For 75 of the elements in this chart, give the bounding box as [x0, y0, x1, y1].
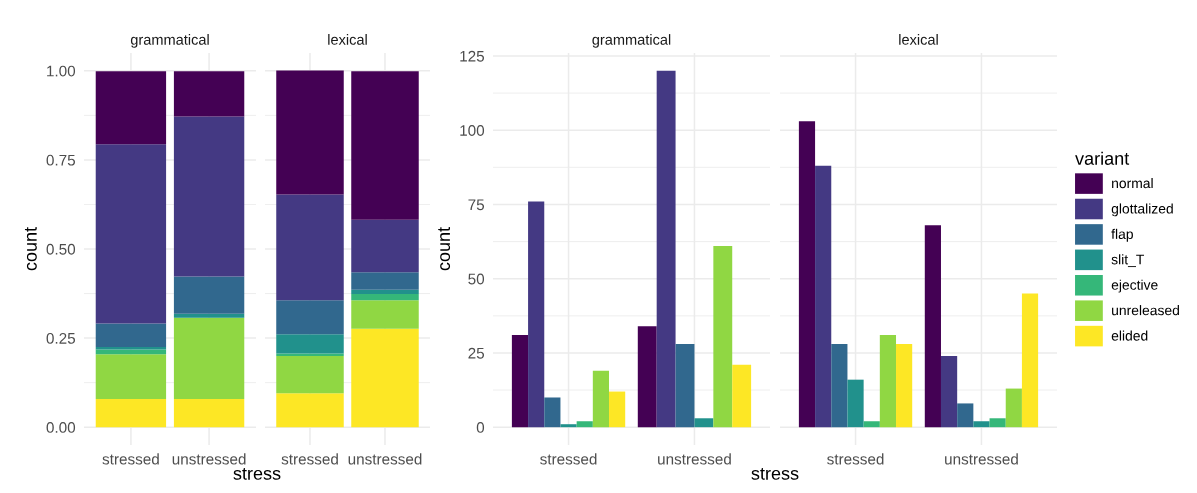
bar [95, 349, 167, 355]
bar [989, 418, 1006, 428]
bar [896, 344, 913, 428]
bar [879, 335, 897, 428]
bar [351, 300, 419, 329]
bar [276, 334, 344, 354]
bar [95, 144, 167, 324]
bar [351, 289, 419, 294]
y-tick-label: 0.75 [46, 154, 76, 166]
bar [1021, 293, 1039, 428]
bar [1005, 388, 1022, 428]
bar [798, 121, 816, 428]
y-tick-label: 125 [460, 50, 485, 62]
legend-label: elided [1111, 330, 1148, 341]
bar [95, 354, 167, 400]
bar [957, 403, 974, 428]
legend-label: slit_T [1111, 254, 1145, 268]
y-tick-label: 0.50 [46, 243, 76, 255]
bar [815, 165, 832, 428]
bar [351, 71, 419, 220]
legend-label: flap [1111, 228, 1133, 242]
legend-label: glottalized [1111, 203, 1173, 217]
y-tick-label: 1.00 [47, 65, 76, 77]
bar [173, 313, 245, 318]
legend-label: ejective [1111, 279, 1158, 293]
bar [173, 276, 245, 314]
bar [95, 399, 167, 428]
y-axis-title: count [438, 227, 451, 271]
bar [95, 71, 167, 145]
legend-title: variant [1075, 151, 1130, 165]
x-tick-label: unstressed [945, 453, 1018, 465]
legend-label: unreleased [1112, 305, 1179, 316]
legend-label: normal [1112, 177, 1153, 189]
bar [276, 194, 344, 301]
bar [847, 379, 864, 428]
bar [173, 399, 245, 428]
bar [351, 219, 419, 273]
x-tick-label: stressed [102, 453, 159, 465]
bar [831, 344, 848, 428]
bar [276, 393, 344, 428]
bar [173, 317, 245, 400]
y-tick-label: 0.00 [46, 422, 76, 433]
bar [173, 116, 245, 277]
bar [351, 293, 419, 301]
y-tick-label: 0.25 [46, 332, 76, 344]
bar [863, 421, 880, 428]
bar [95, 323, 167, 347]
x-tick-label: stressed [827, 453, 884, 465]
x-axis-title: stress [233, 467, 281, 480]
x-tick-label: unstressed [172, 453, 246, 465]
y-tick-label: 25 [468, 347, 485, 359]
x-tick-label: unstressed [348, 453, 422, 465]
bar [276, 353, 344, 356]
y-tick-label: 75 [468, 199, 485, 211]
x-tick-label: stressed [540, 453, 597, 465]
bar [351, 272, 419, 290]
y-tick-label: 50 [468, 273, 485, 285]
bar [276, 70, 344, 195]
y-tick-label: 0 [476, 422, 485, 433]
bar [973, 421, 990, 428]
y-axis-title: count [24, 227, 37, 271]
chart-title: lexical [328, 34, 367, 45]
x-tick-label: unstressed [658, 453, 731, 465]
chart-title: lexical [899, 34, 938, 45]
bar [940, 355, 958, 428]
bar [276, 355, 344, 394]
x-tick-label: stressed [281, 453, 338, 465]
chart-title: grammatical [130, 34, 209, 48]
bar [173, 71, 245, 117]
bar [351, 328, 419, 428]
y-tick-label: 100 [460, 125, 485, 136]
chart-title: grammatical [592, 34, 671, 48]
bar [276, 300, 344, 335]
x-axis-title: stress [751, 467, 799, 480]
bar [924, 225, 941, 428]
